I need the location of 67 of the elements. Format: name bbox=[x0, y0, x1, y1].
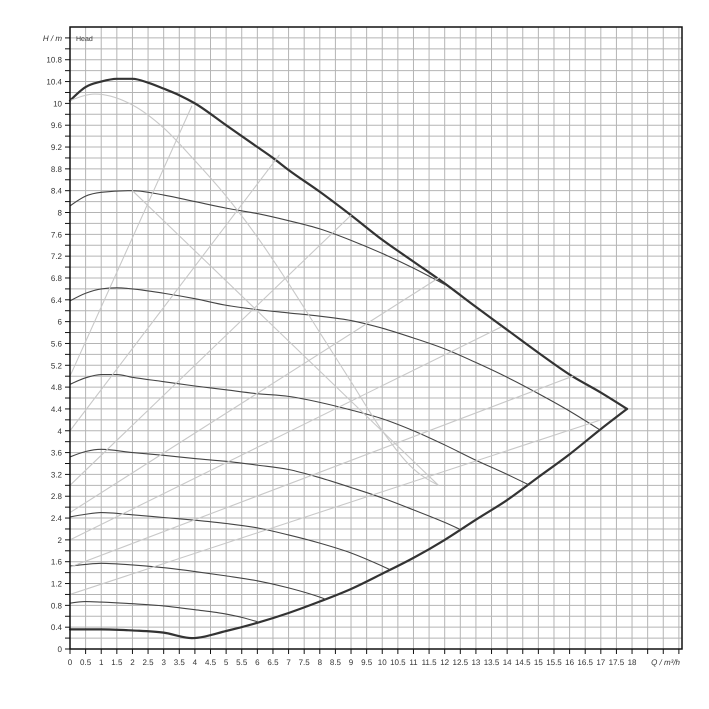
x-tick-label: 0 bbox=[68, 658, 73, 667]
y-tick-label: 3.2 bbox=[50, 470, 63, 480]
x-tick-label: 12.5 bbox=[452, 658, 469, 667]
y-tick-label: 1.6 bbox=[50, 558, 63, 567]
y-tick-label: 8.8 bbox=[50, 164, 63, 174]
x-tick-label: 16 bbox=[565, 658, 575, 667]
y-tick-label: 2 bbox=[58, 536, 63, 545]
x-tick-label: 5 bbox=[224, 658, 229, 667]
x-tick-label: 11 bbox=[409, 658, 418, 667]
x-tick-label: 11.5 bbox=[422, 658, 438, 667]
x-tick-label: 3.5 bbox=[174, 658, 186, 667]
y-tick-label: 5.6 bbox=[50, 339, 63, 348]
x-tick-label: 14.5 bbox=[514, 658, 532, 667]
y-tick-label: 9.2 bbox=[50, 143, 63, 152]
x-tick-label: 18 bbox=[628, 658, 638, 667]
x-tick-label: 5.5 bbox=[236, 658, 248, 667]
x-tick-label: 4 bbox=[192, 658, 198, 667]
x-tick-label: 13.5 bbox=[484, 658, 500, 667]
y-tick-label: 10 bbox=[53, 99, 63, 108]
y-tick-label: 0.8 bbox=[50, 601, 63, 610]
y-tick-label: 4.8 bbox=[50, 383, 63, 392]
x-tick-label: 9.5 bbox=[361, 658, 373, 667]
y-tick-label: 2.8 bbox=[50, 492, 63, 502]
x-tick-label: 10.5 bbox=[390, 658, 406, 667]
y-tick-label: 2.4 bbox=[50, 514, 63, 524]
y-axis-title: H / m bbox=[42, 34, 62, 43]
x-tick-label: 9 bbox=[348, 658, 354, 667]
x-tick-label: 1.5 bbox=[111, 658, 123, 667]
x-tick-label: 17 bbox=[596, 658, 606, 667]
y-tick-label: 0.4 bbox=[50, 623, 63, 632]
x-tick-label: 15.5 bbox=[546, 658, 562, 667]
x-tick-label: 14 bbox=[502, 658, 512, 667]
y-tick-label: 8.4 bbox=[50, 186, 63, 196]
x-tick-label: 7 bbox=[286, 658, 292, 667]
y-tick-label: 6.4 bbox=[50, 296, 63, 305]
x-tick-label: 3 bbox=[161, 658, 166, 667]
y-tick-label: 6.8 bbox=[50, 274, 63, 283]
x-tick-label: 12 bbox=[440, 658, 450, 667]
y-tick-label: 10.8 bbox=[46, 56, 63, 65]
y-tick-label: 3.6 bbox=[50, 448, 63, 458]
y-tick-label: 0 bbox=[58, 645, 63, 654]
y-tick-label: 7.2 bbox=[50, 252, 63, 262]
x-tick-label: 17.5 bbox=[608, 658, 625, 667]
x-tick-label: 16.5 bbox=[577, 658, 594, 667]
y-tick-label: 8 bbox=[58, 208, 63, 218]
x-tick-label: 6 bbox=[255, 658, 260, 667]
x-tick-label: 6.5 bbox=[267, 658, 280, 667]
y-tick-label: 6 bbox=[58, 318, 63, 327]
x-tick-label: 15 bbox=[534, 658, 544, 667]
x-tick-label: 8.5 bbox=[330, 658, 342, 667]
x-tick-label: 10 bbox=[378, 658, 388, 667]
x-tick-label: 8 bbox=[318, 658, 323, 667]
x-tick-label: 4.5 bbox=[204, 658, 217, 667]
x-axis-title: Q / m³/h bbox=[651, 658, 681, 667]
y-tick-label: 4 bbox=[58, 426, 63, 436]
y-tick-label: 9.6 bbox=[50, 121, 63, 130]
x-tick-label: 13 bbox=[471, 658, 481, 667]
y-tick-label: 5.2 bbox=[50, 361, 63, 370]
y-tick-label: 7.6 bbox=[50, 230, 63, 240]
x-tick-label: 1 bbox=[99, 658, 104, 667]
x-tick-label: 2.5 bbox=[142, 658, 154, 667]
x-tick-label: 0.5 bbox=[80, 658, 92, 667]
y-tick-label: 1.2 bbox=[50, 580, 63, 589]
y-tick-label: 4.4 bbox=[50, 404, 63, 414]
x-tick-label: 7.5 bbox=[298, 658, 310, 667]
y-tick-label: 10.4 bbox=[46, 78, 63, 87]
x-tick-label: 2 bbox=[130, 658, 136, 667]
